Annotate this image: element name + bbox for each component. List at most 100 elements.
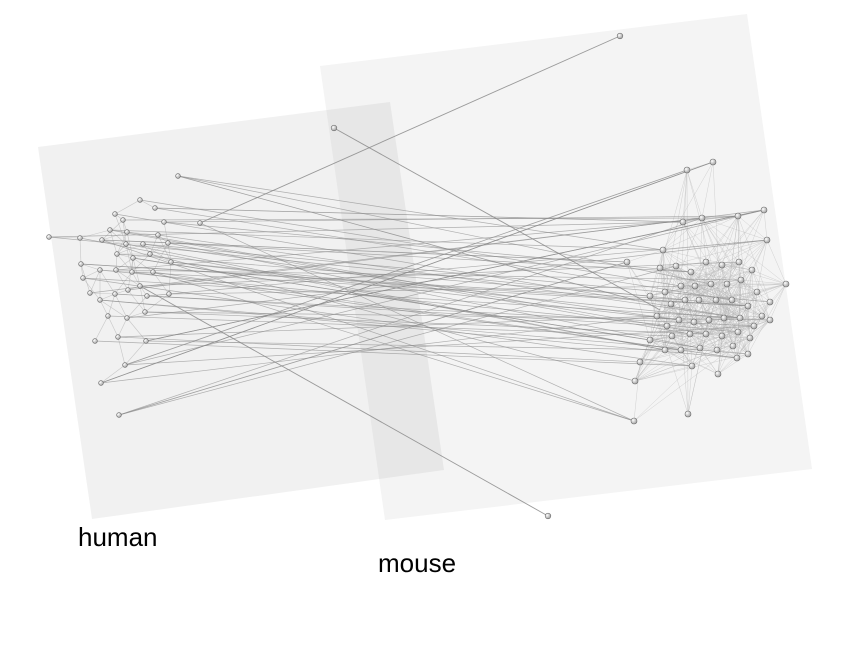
mouse-node: [763, 236, 771, 244]
inter-layer-edge: [152, 271, 635, 422]
mouse-node: [659, 246, 667, 254]
human-node: [92, 338, 98, 344]
human-edge: [99, 299, 109, 317]
human-edge: [99, 299, 128, 319]
mouse-edge: [717, 335, 723, 375]
mouse-edge: [751, 269, 771, 303]
inter-layer-edge: [163, 221, 692, 273]
human-node: [142, 309, 148, 315]
human-node: [99, 237, 105, 243]
mouse-edge: [671, 325, 755, 337]
mouse-node: [683, 166, 691, 174]
mouse-edge: [649, 333, 707, 341]
mouse-node: [667, 300, 675, 308]
mouse-edge: [687, 365, 693, 415]
inter-layer-edge: [145, 209, 765, 342]
mouse-edge: [726, 239, 768, 285]
mouse-edge: [680, 261, 740, 287]
mouse-edge: [756, 291, 771, 321]
mouse-node: [746, 334, 754, 342]
mouse-node: [675, 316, 683, 324]
human-node: [124, 315, 130, 321]
mouse-layer-label: mouse: [378, 548, 456, 578]
human-node: [80, 275, 86, 281]
mouse-edge: [671, 283, 728, 337]
mouse-edge: [721, 264, 753, 271]
mouse-node: [748, 266, 756, 274]
human-node: [46, 234, 52, 240]
mouse-edge: [708, 319, 749, 355]
mouse-node: [686, 330, 694, 338]
mouse-edge: [649, 295, 666, 351]
mouse-edge: [756, 239, 768, 293]
human-node: [87, 290, 93, 296]
human-layer-label: human: [78, 522, 158, 552]
mouse-node: [653, 312, 661, 320]
mouse-node: [687, 268, 695, 276]
human-edge: [107, 293, 116, 317]
mouse-edge: [626, 249, 664, 263]
mouse-node: [736, 314, 744, 322]
inter-layer-edge: [79, 237, 666, 351]
inter-layer-edge: [177, 175, 664, 251]
human-node: [143, 338, 149, 344]
outlier-node: [544, 512, 552, 520]
mouse-edge: [684, 279, 742, 301]
mouse-edge: [649, 303, 672, 341]
human-node: [115, 334, 121, 340]
human-edge: [114, 271, 133, 295]
human-node: [97, 267, 103, 273]
mouse-edge: [710, 283, 763, 317]
inter-layer-edge: [124, 209, 765, 366]
mouse-edge: [633, 365, 693, 422]
mouse-node: [677, 282, 685, 290]
mouse-node: [688, 362, 696, 370]
human-edge: [126, 317, 147, 342]
mouse-node: [630, 417, 638, 425]
human-edge: [114, 199, 141, 215]
mouse-node: [712, 296, 720, 304]
mouse-node: [733, 354, 741, 362]
mouse-edge: [737, 215, 771, 303]
inter-layer-edge: [99, 299, 738, 359]
mouse-node: [713, 346, 721, 354]
mouse-node: [744, 302, 752, 310]
mouse-edge: [717, 215, 739, 375]
inter-layer-edge: [144, 311, 771, 321]
mouse-edge: [649, 339, 719, 375]
mouse-edge: [717, 357, 738, 375]
human-node: [112, 291, 118, 297]
mouse-edge: [731, 299, 738, 359]
human-node: [140, 241, 146, 247]
mouse-edge: [694, 279, 742, 287]
mouse-node: [782, 280, 790, 288]
mouse-node: [668, 332, 676, 340]
mouse-edge: [639, 339, 651, 363]
human-edge: [109, 229, 118, 255]
mouse-edge: [716, 299, 733, 351]
mouse-edge: [649, 299, 686, 341]
inter-layer-edge: [118, 217, 703, 416]
mouse-edge: [698, 279, 742, 301]
mouse-edge: [740, 279, 771, 321]
human-node: [130, 255, 136, 261]
mouse-edge: [716, 325, 755, 351]
human-node: [77, 235, 83, 241]
mouse-edge: [671, 299, 717, 337]
inter-layer-edge: [168, 285, 696, 295]
inter-layer-edge: [170, 261, 680, 321]
inter-layer-edge: [107, 315, 673, 337]
mouse-node: [735, 258, 743, 266]
mouse-node: [714, 370, 722, 378]
mouse-edge: [634, 365, 693, 382]
mouse-edge: [749, 319, 771, 339]
mouse-node: [734, 328, 742, 336]
mouse-edge: [751, 269, 787, 285]
mouse-node: [720, 314, 728, 322]
mouse-edge: [671, 299, 700, 337]
human-edge: [79, 237, 82, 265]
human-edge: [116, 231, 128, 255]
mouse-edge: [717, 353, 749, 375]
human-node: [152, 205, 158, 211]
mouse-edge: [662, 221, 684, 251]
